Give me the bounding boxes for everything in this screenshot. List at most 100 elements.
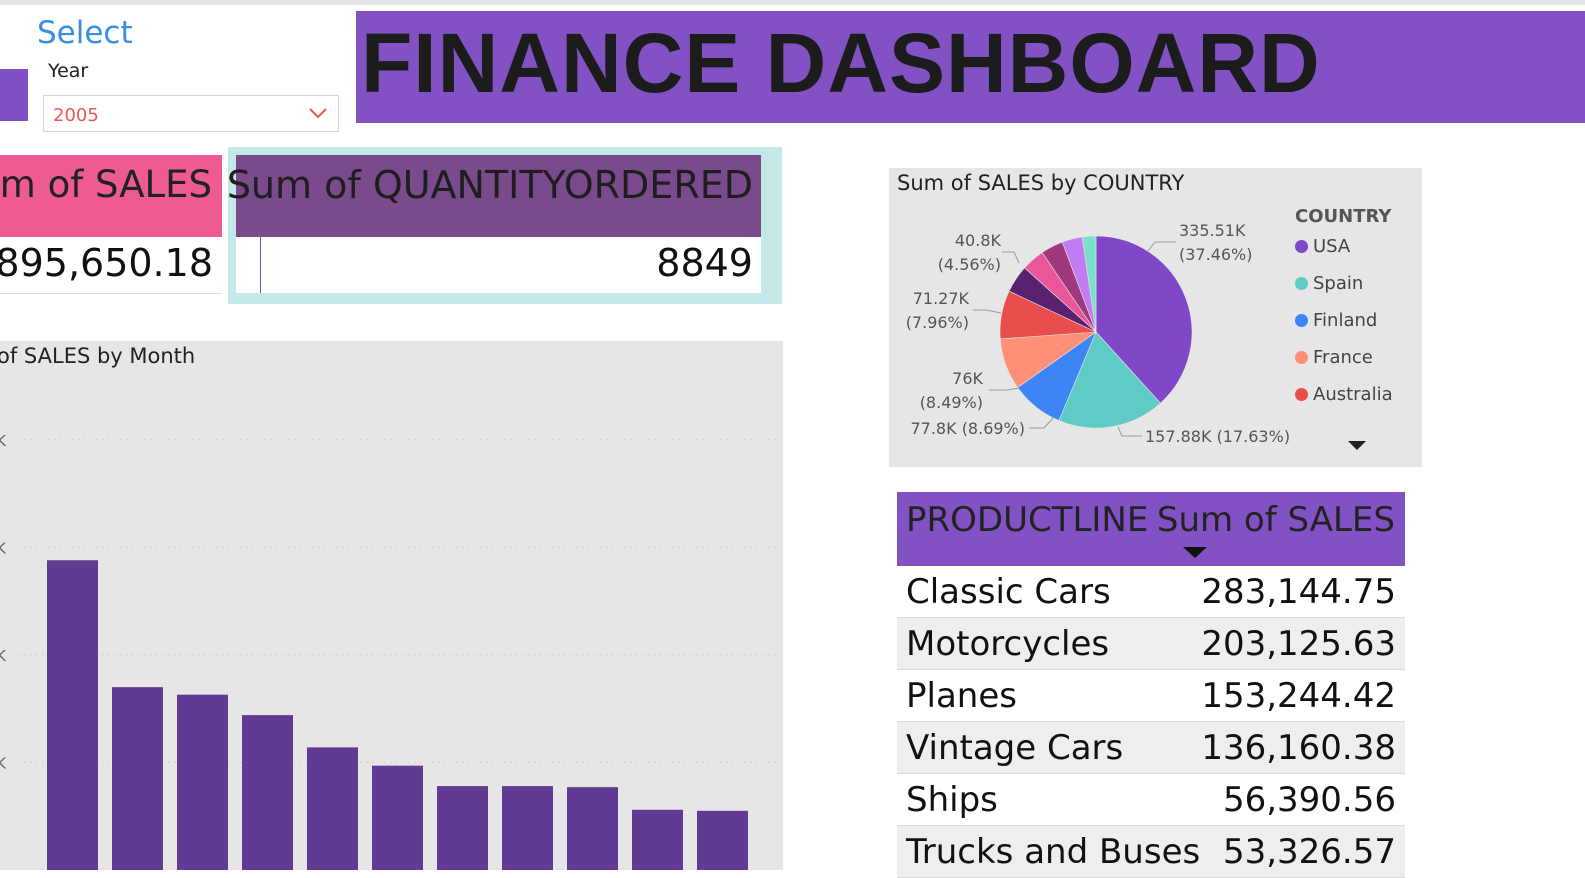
sort-descending-icon bbox=[1183, 547, 1207, 558]
pie-data-label: (7.96%) bbox=[906, 313, 969, 332]
cell-productline: Motorcycles bbox=[906, 624, 1110, 664]
y-tick-label: K bbox=[0, 647, 7, 665]
slicer-label: Year bbox=[48, 60, 89, 82]
legend-item-france[interactable]: France bbox=[1295, 347, 1373, 368]
chevron-down-icon bbox=[309, 108, 327, 119]
year-slicer: Select Year 2005 bbox=[0, 5, 355, 135]
table-row[interactable]: Classic Cars 283,144.75 bbox=[897, 566, 1405, 618]
bar-8 bbox=[502, 786, 553, 870]
bar-11 bbox=[697, 810, 748, 870]
legend-label: Australia bbox=[1313, 384, 1393, 405]
table-header: PRODUCTLINE Sum of SALES bbox=[897, 492, 1405, 566]
pie-data-label: 40.8K bbox=[955, 231, 1002, 250]
bar-4 bbox=[242, 715, 293, 870]
pie-chart-plot: 335.51K (37.46%) 157.88K (17.63%) 77.8K (8.… bbox=[906, 221, 1290, 446]
table-row[interactable]: Planes 153,244.42 bbox=[897, 670, 1405, 722]
leader-line bbox=[1002, 251, 1020, 264]
legend-swatch bbox=[1295, 351, 1308, 364]
quantity-card-header: Sum of QUANTITYORDERED bbox=[227, 155, 761, 237]
sales-card-value: 895,650.18 bbox=[0, 241, 213, 285]
leader-line bbox=[1029, 417, 1054, 429]
cell-productline: Trucks and Buses bbox=[906, 832, 1201, 872]
y-tick-label: K bbox=[0, 539, 7, 557]
pie-data-label: 76K bbox=[952, 369, 983, 388]
cell-sales: 283,144.75 bbox=[1201, 572, 1396, 612]
y-tick-label: K bbox=[0, 432, 7, 450]
table-row[interactable]: Ships 56,390.56 bbox=[897, 774, 1405, 826]
slicer-title: Select bbox=[37, 15, 133, 51]
legend-title: COUNTRY bbox=[1295, 206, 1392, 227]
cell-sales: 136,160.38 bbox=[1201, 728, 1396, 768]
title-banner: FINANCE DASHBOARD bbox=[356, 11, 1585, 123]
quantity-card-value: 8849 bbox=[656, 241, 753, 285]
bar-10 bbox=[632, 809, 683, 870]
legend-swatch bbox=[1295, 388, 1308, 401]
legend-label: USA bbox=[1313, 236, 1351, 257]
nav-accent-tab[interactable] bbox=[0, 69, 28, 121]
legend-swatch bbox=[1295, 314, 1308, 327]
pie-data-label: (8.49%) bbox=[920, 393, 983, 412]
legend-label: France bbox=[1313, 347, 1373, 368]
pie-slice-2 bbox=[1058, 331, 1161, 429]
pie-data-label: 157.88K (17.63%) bbox=[1145, 427, 1290, 446]
column-header-sum-of-sales[interactable]: Sum of SALES bbox=[1156, 500, 1395, 540]
bar-chart-title: of SALES by Month bbox=[0, 344, 196, 368]
bar-1 bbox=[47, 560, 98, 870]
table-row[interactable]: Vintage Cars 136,160.38 bbox=[897, 722, 1405, 774]
cell-sales: 56,390.56 bbox=[1222, 780, 1396, 820]
pie-data-label: 335.51K bbox=[1179, 221, 1246, 240]
bar-chart-plot: K K K K bbox=[0, 432, 775, 870]
leader-line bbox=[1117, 426, 1142, 437]
legend-label: Finland bbox=[1313, 310, 1378, 331]
bar-3 bbox=[177, 694, 228, 870]
cell-productline: Ships bbox=[906, 780, 998, 820]
page-title: FINANCE DASHBOARD bbox=[361, 16, 1321, 110]
year-dropdown[interactable]: 2005 bbox=[43, 95, 339, 132]
pie-data-label: 71.27K bbox=[913, 289, 970, 308]
sales-card-body: 895,650.18 bbox=[0, 237, 222, 294]
cell-sales: 53,326.57 bbox=[1222, 832, 1396, 872]
year-dropdown-value: 2005 bbox=[53, 105, 99, 126]
cell-productline: Vintage Cars bbox=[906, 728, 1124, 768]
quantity-card-title: Sum of QUANTITYORDERED bbox=[226, 163, 753, 207]
legend-swatch bbox=[1295, 277, 1308, 290]
bar-7 bbox=[437, 786, 488, 870]
legend-label: Spain bbox=[1313, 273, 1364, 294]
top-divider bbox=[0, 0, 1585, 5]
sales-by-month-chart[interactable]: K K K K of SALES by Month bbox=[0, 341, 783, 870]
bar-2 bbox=[112, 687, 163, 870]
quantity-card-body: 8849 bbox=[236, 237, 761, 293]
pie-slice-10 bbox=[1081, 235, 1097, 333]
legend-item-australia[interactable]: Australia bbox=[1295, 384, 1393, 405]
pie-data-label: 77.8K (8.69%) bbox=[910, 419, 1025, 438]
y-tick-label: K bbox=[0, 754, 7, 772]
column-header-productline[interactable]: PRODUCTLINE bbox=[906, 500, 1149, 540]
leader-line bbox=[1147, 241, 1176, 252]
text-cursor bbox=[260, 237, 261, 293]
bar-9 bbox=[567, 787, 618, 870]
legend-swatch bbox=[1295, 240, 1308, 253]
cell-productline: Classic Cars bbox=[906, 572, 1111, 612]
cell-sales: 203,125.63 bbox=[1201, 624, 1396, 664]
table-row[interactable]: Motorcycles 203,125.63 bbox=[897, 618, 1405, 670]
legend-item-finland[interactable]: Finland bbox=[1295, 310, 1377, 331]
pie-chart-title: Sum of SALES by COUNTRY bbox=[897, 171, 1185, 195]
pie-data-label: (37.46%) bbox=[1179, 245, 1253, 264]
cell-productline: Planes bbox=[906, 676, 1017, 716]
sales-by-country-chart[interactable]: 335.51K (37.46%) 157.88K (17.63%) 77.8K (8.… bbox=[889, 168, 1422, 467]
leader-line bbox=[973, 309, 1002, 314]
bar-5 bbox=[307, 747, 358, 870]
table-row[interactable]: Trucks and Buses 53,326.57 bbox=[897, 826, 1405, 878]
bar-6 bbox=[372, 765, 423, 870]
quantity-card[interactable]: Sum of QUANTITYORDERED 8849 bbox=[227, 147, 782, 304]
legend-scroll-down-icon[interactable] bbox=[1348, 441, 1366, 450]
productline-table: PRODUCTLINE Sum of SALES Classic Cars 28… bbox=[897, 492, 1405, 878]
legend-item-usa[interactable]: USA bbox=[1295, 236, 1350, 257]
legend-item-spain[interactable]: Spain bbox=[1295, 273, 1363, 294]
cell-sales: 153,244.42 bbox=[1201, 676, 1396, 716]
sales-card-title: um of SALES bbox=[0, 163, 212, 206]
sales-card-header: um of SALES bbox=[0, 155, 222, 237]
pie-slice-1 bbox=[1095, 235, 1193, 404]
leader-line bbox=[989, 387, 1020, 391]
pie-data-label: (4.56%) bbox=[938, 255, 1001, 274]
